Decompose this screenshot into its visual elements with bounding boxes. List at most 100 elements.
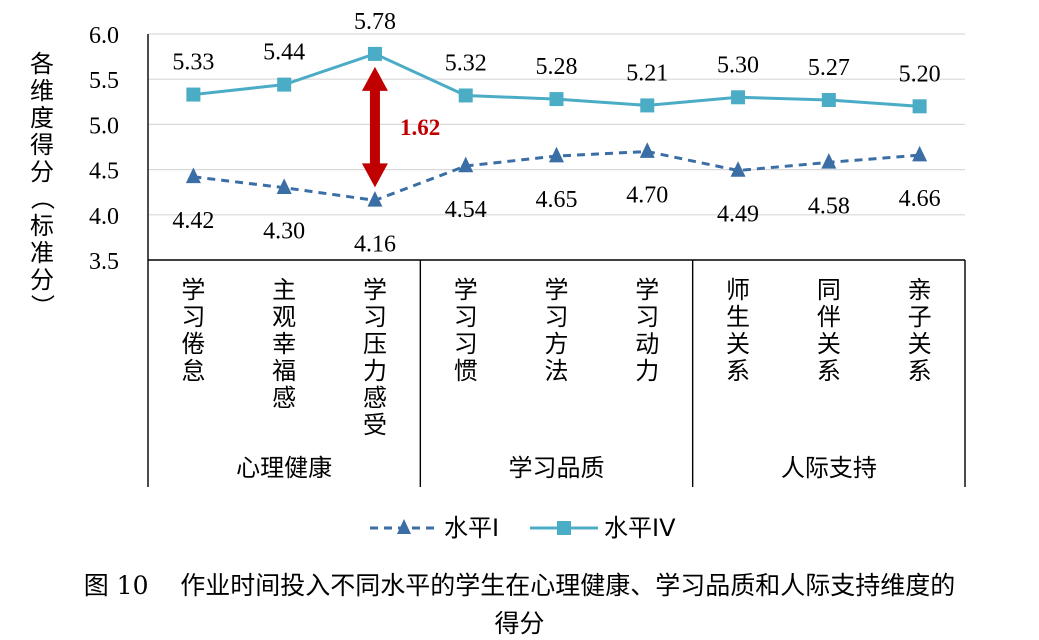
- series-marker: [640, 98, 655, 113]
- x-category-label: 法: [545, 357, 569, 385]
- y-axis-title-char: 标: [30, 212, 54, 240]
- series-marker: [821, 92, 836, 107]
- x-category-label: 子: [908, 303, 932, 331]
- data-label: 5.27: [808, 55, 850, 81]
- x-category-label: 系: [726, 357, 750, 385]
- x-category-label: 惯: [454, 357, 478, 385]
- x-category-label: 习: [363, 303, 387, 331]
- series-marker: [731, 90, 746, 105]
- x-category-label: 学: [363, 276, 387, 304]
- x-category-label: 习: [454, 330, 478, 358]
- x-category-label: 关: [726, 330, 750, 358]
- legend: 水平I 水平IV: [370, 514, 676, 542]
- x-category-label: 方: [545, 330, 569, 358]
- series-marker: [458, 156, 474, 173]
- series-marker: [639, 142, 655, 158]
- annotation-label: 1.62: [400, 115, 440, 140]
- x-category-label: 福: [272, 357, 296, 385]
- x-category-label: 力: [635, 357, 659, 385]
- data-label: 4.49: [717, 202, 759, 228]
- series-lines: [185, 46, 928, 207]
- series-marker: [185, 167, 201, 184]
- series-marker: [730, 161, 746, 177]
- series-marker: [549, 92, 564, 107]
- data-label: 5.44: [263, 40, 305, 66]
- legend-marker: [397, 519, 411, 534]
- y-tick-label: 5.5: [89, 68, 119, 94]
- data-label: 5.30: [717, 52, 759, 78]
- x-category-label: 伴: [817, 303, 841, 331]
- series-marker: [912, 145, 928, 162]
- x-group-label: 人际支持: [781, 454, 877, 482]
- series-marker: [367, 191, 383, 207]
- x-category-label: 动: [635, 330, 659, 358]
- y-axis-title-char: 分: [30, 158, 54, 186]
- x-category-label: 幸: [272, 330, 296, 358]
- x-category-label: 感: [272, 384, 296, 412]
- y-tick-label: 4.5: [89, 159, 119, 185]
- series-marker: [276, 178, 292, 194]
- x-group-labels: 心理健康 学习品质 人际支持: [236, 454, 877, 482]
- x-category-label: 亲: [908, 276, 932, 304]
- data-label: 5.32: [445, 50, 487, 76]
- x-category-label: 学: [545, 276, 569, 304]
- x-category-label: 习: [545, 303, 569, 331]
- legend-label: 水平I: [444, 514, 499, 542]
- x-category-label: 倦: [181, 330, 205, 358]
- y-tick-label: 6.0: [89, 23, 119, 49]
- series-marker: [549, 146, 564, 163]
- y-axis-title-char: ）: [28, 294, 56, 318]
- x-category-label: 生: [726, 303, 750, 331]
- data-label: 4.16: [354, 231, 396, 257]
- data-label: 4.65: [536, 187, 578, 213]
- figure-caption-line2: 得分: [494, 609, 545, 638]
- series-marker: [277, 77, 292, 92]
- series-marker: [458, 88, 473, 103]
- series-marker: [821, 153, 837, 169]
- x-category-label: 怠: [181, 357, 205, 385]
- x-category-label: 压: [363, 330, 387, 358]
- data-label: 5.21: [626, 60, 668, 86]
- x-category-label: 同: [817, 276, 841, 304]
- x-category-label: 感: [363, 384, 387, 412]
- x-category-label: 关: [817, 330, 841, 358]
- data-label: 4.30: [263, 219, 305, 245]
- x-category-label: 系: [908, 357, 932, 385]
- series-marker: [186, 87, 201, 102]
- y-axis-title-char: （: [28, 186, 56, 210]
- difference-annotation: 1.62: [361, 66, 440, 188]
- y-tick-label: 4.0: [89, 204, 119, 230]
- data-label: 5.20: [899, 61, 941, 87]
- data-label: 4.66: [899, 186, 941, 212]
- data-label: 4.58: [808, 193, 850, 219]
- annotation-arrow-head-down: [361, 163, 388, 188]
- y-tick-labels: 3.5 4.0 4.5 5.0 5.5 6.0: [89, 23, 119, 275]
- x-category-label: 观: [272, 303, 296, 331]
- x-category-label: 学: [181, 276, 205, 304]
- x-group-label: 学习品质: [509, 454, 605, 482]
- x-category-label: 力: [363, 357, 387, 385]
- x-category-label: 习: [635, 303, 659, 331]
- x-group-label: 心理健康: [236, 454, 332, 482]
- x-category-label: 受: [363, 411, 387, 439]
- series-marker: [367, 46, 382, 61]
- y-axis-title-char: 分: [30, 266, 54, 294]
- data-label: 4.70: [626, 183, 668, 209]
- y-tick-label: 3.5: [89, 249, 119, 275]
- x-category-label: 习: [181, 303, 205, 331]
- y-axis-title-char: 度: [30, 104, 54, 132]
- data-label: 4.42: [172, 208, 214, 234]
- y-axis-title-char: 得: [30, 131, 54, 159]
- annotation-arrow-head-up: [361, 66, 388, 91]
- y-tick-label: 5.0: [89, 113, 119, 139]
- legend-marker: [557, 521, 571, 535]
- data-label: 5.33: [172, 50, 214, 76]
- x-category-label: 系: [817, 357, 841, 385]
- data-label: 4.54: [445, 197, 487, 223]
- axes: [147, 34, 966, 487]
- figure-caption-line1: 图 10 作业时间投入不同水平的学生在心理健康、学习品质和人际支持维度的: [83, 571, 956, 600]
- data-label: 5.78: [354, 9, 396, 35]
- x-category-label: 学: [635, 276, 659, 304]
